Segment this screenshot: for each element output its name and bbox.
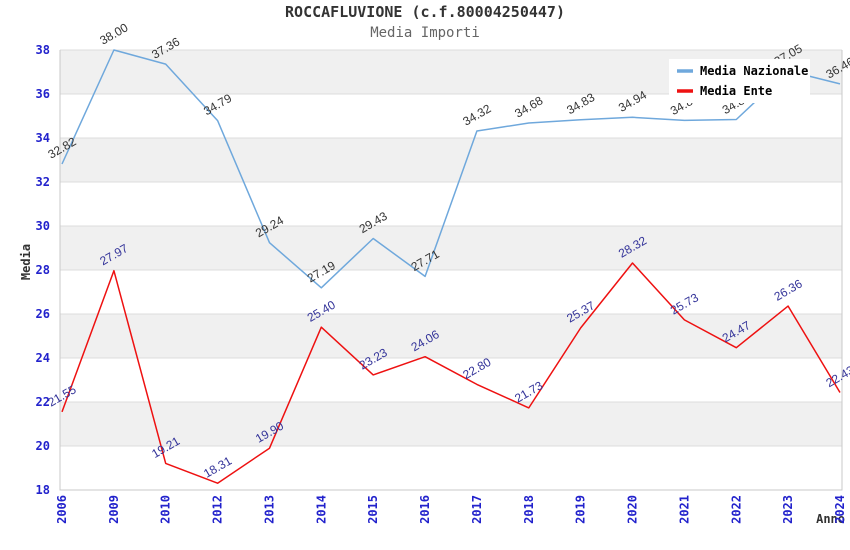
data-label: 22.80 [460, 355, 493, 382]
y-tick-label: 34 [36, 131, 50, 145]
data-label-group: 25.73 [668, 290, 701, 317]
data-label: 34.68 [512, 93, 545, 120]
x-tick-label: 2024 [833, 495, 847, 524]
plot-band [60, 226, 842, 270]
y-tick-label: 24 [36, 351, 50, 365]
data-label-group: 22.43 [823, 363, 850, 390]
x-tick-label: 2009 [107, 495, 121, 524]
plot-border [59, 50, 843, 491]
y-tick-label: 18 [36, 483, 50, 497]
data-label-group: 18.31 [201, 453, 234, 480]
data-label: 18.31 [201, 453, 234, 480]
legend-label: Media Ente [700, 84, 772, 98]
data-label: 25.73 [668, 290, 701, 317]
legend-label: Media Nazionale [700, 64, 808, 78]
x-tick-label: 2012 [211, 495, 225, 524]
y-tick-label: 36 [36, 87, 50, 101]
y-axis-title: Media [19, 244, 33, 280]
x-tick-label: 2018 [522, 495, 536, 524]
data-label-group: 22.80 [460, 355, 493, 382]
data-label-group: 26.36 [772, 276, 805, 303]
legend-box [669, 59, 810, 103]
x-tick-label: 2017 [470, 495, 484, 524]
x-tick-label: 2019 [574, 495, 588, 524]
data-label: 34.32 [460, 101, 493, 128]
x-tick-label: 2021 [677, 495, 691, 524]
data-label-group: 34.68 [512, 93, 545, 120]
x-tick-label: 2016 [418, 495, 432, 524]
y-tick-label: 38 [36, 43, 50, 57]
x-tick-label: 2015 [366, 495, 380, 524]
data-label: 22.43 [823, 363, 850, 390]
legend-item-media-nazionale: Media Nazionale [677, 64, 808, 78]
x-tick-label: 2006 [55, 495, 69, 524]
chart-subtitle: Media Importi [370, 25, 480, 41]
data-label: 26.36 [772, 276, 805, 303]
plot-band [60, 402, 842, 446]
data-label-group: 21.73 [512, 378, 545, 405]
plot-band [60, 314, 842, 358]
data-label: 38.00 [97, 20, 130, 47]
x-tick-label: 2022 [729, 495, 743, 524]
data-label: 34.79 [201, 91, 234, 118]
x-axis-title: Anno [816, 512, 845, 526]
x-tick-label: 2023 [781, 495, 795, 524]
series-line-media-nazionale [61, 49, 841, 289]
y-tick-label: 32 [36, 175, 50, 189]
x-tick-label: 2010 [159, 495, 173, 524]
legend: Media Nazionale Media Ente [669, 59, 810, 103]
chart-title: ROCCAFLUVIONE (c.f.80004250447) [285, 3, 565, 21]
data-label-group: 38.00 [97, 20, 130, 47]
y-tick-label: 28 [36, 263, 50, 277]
plot-band [60, 138, 842, 182]
x-tick-label: 2020 [626, 495, 640, 524]
y-tick-label: 20 [36, 439, 50, 453]
y-tick-label: 30 [36, 219, 50, 233]
series-line-media-ente [61, 262, 841, 484]
data-label-group: 34.32 [460, 101, 493, 128]
y-tick-label: 22 [36, 395, 50, 409]
data-label-group: 34.79 [201, 91, 234, 118]
x-tick-label: 2014 [314, 495, 328, 524]
legend-item-media-ente: Media Ente [677, 84, 772, 98]
y-tick-label: 26 [36, 307, 50, 321]
x-tick-label: 2013 [262, 495, 276, 524]
data-label: 21.73 [512, 378, 545, 405]
